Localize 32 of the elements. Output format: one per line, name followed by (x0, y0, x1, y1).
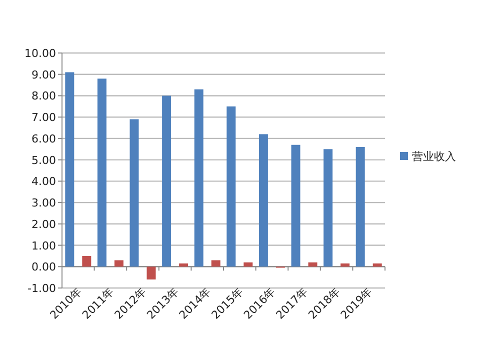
y-tick-label: 1.00 (32, 239, 56, 252)
legend-label: 营业收入 (412, 150, 456, 163)
y-tick-label: 6.00 (32, 132, 56, 146)
bar (146, 266, 156, 280)
bar (82, 256, 92, 267)
bar (179, 263, 188, 267)
bar (244, 262, 253, 267)
y-tick-label: 9.00 (32, 68, 56, 82)
y-tick-label: 7.00 (32, 111, 56, 124)
bar (130, 119, 139, 267)
y-tick-label: 3.00 (32, 196, 56, 210)
bar (291, 144, 300, 267)
bar (226, 106, 236, 267)
y-tick-label: 5.00 (32, 154, 56, 167)
y-tick-label: 0.00 (32, 260, 56, 274)
bar (258, 134, 268, 267)
bar (356, 147, 365, 267)
bar (114, 260, 124, 267)
bar (65, 72, 74, 267)
y-tick-label: 10.00 (24, 47, 56, 60)
bar (211, 260, 220, 267)
y-tick-label: -1.00 (28, 282, 56, 295)
y-tick-label: 4.00 (32, 175, 56, 188)
y-tick-label: 2.00 (32, 218, 56, 231)
bar (97, 78, 106, 267)
bar (340, 263, 350, 267)
bar (372, 263, 382, 267)
bar (308, 262, 318, 267)
y-tick-label: 8.00 (32, 90, 56, 103)
bar (162, 96, 172, 267)
bar (324, 149, 333, 267)
bar (194, 89, 204, 267)
